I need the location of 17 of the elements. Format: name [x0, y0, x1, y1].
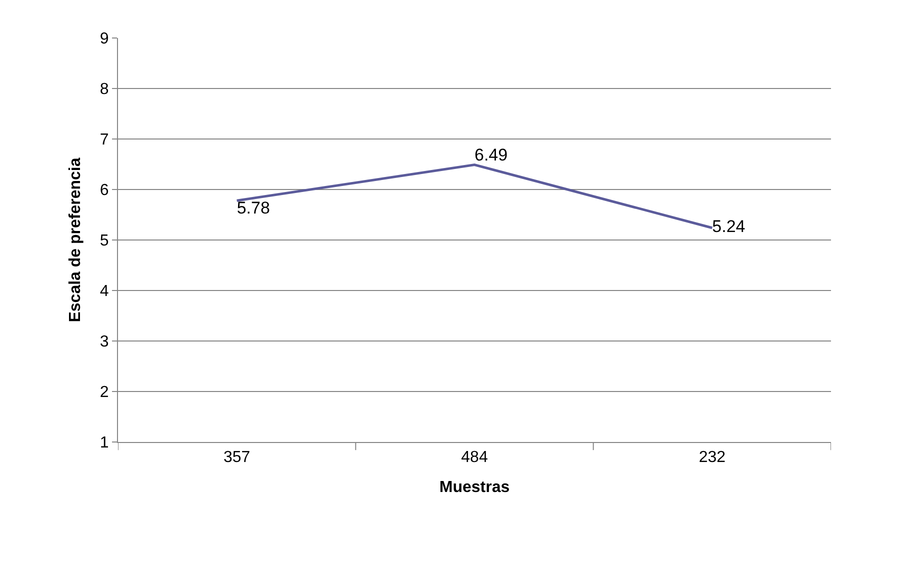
- y-tick-label: 9: [100, 30, 109, 48]
- x-tick-label: 232: [698, 449, 726, 466]
- y-tick-label: 6: [100, 182, 109, 200]
- y-tick-label: 7: [100, 132, 109, 149]
- data-label: 6.49: [474, 146, 508, 165]
- y-tick-label: 2: [100, 384, 109, 402]
- y-axis-title: Escala de preferencia: [66, 158, 84, 322]
- x-tick-label: 357: [223, 449, 250, 466]
- y-tick-label: 8: [100, 81, 109, 98]
- y-tick-label: 5: [100, 232, 109, 250]
- y-tick-label: 4: [100, 283, 109, 300]
- x-axis-title: Muestras: [439, 478, 510, 496]
- x-tick-label: 484: [461, 449, 488, 466]
- data-label: 5.24: [712, 217, 746, 236]
- data-label: 5.78: [236, 198, 270, 218]
- y-tick-label: 3: [100, 334, 109, 351]
- y-tick-label: 1: [100, 434, 109, 452]
